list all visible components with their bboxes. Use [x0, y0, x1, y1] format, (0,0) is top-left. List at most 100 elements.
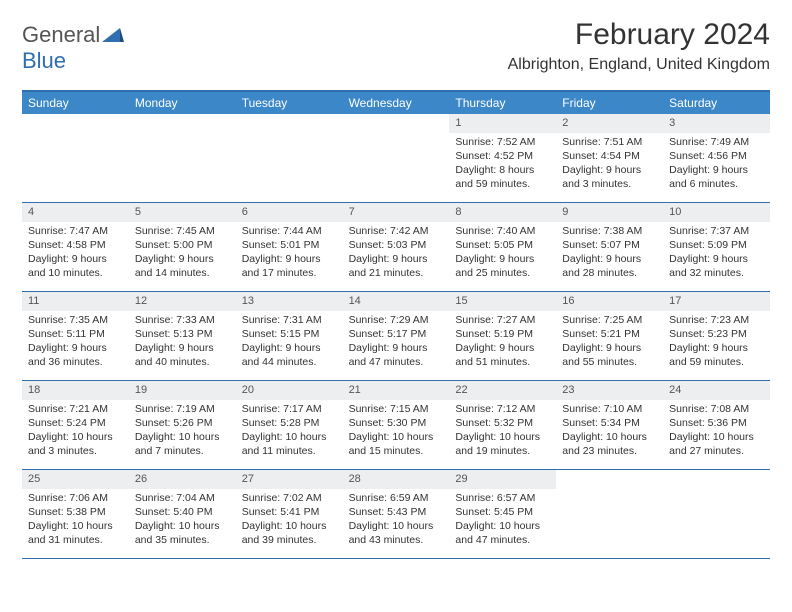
- day-line-dl1: Daylight: 9 hours: [349, 252, 444, 266]
- month-title: February 2024: [508, 18, 770, 52]
- day-body: Sunrise: 7:21 AMSunset: 5:24 PMDaylight:…: [22, 402, 129, 463]
- day-line-ss: Sunset: 5:23 PM: [669, 327, 764, 341]
- day-line-ss: Sunset: 5:36 PM: [669, 416, 764, 430]
- day-cell: .: [663, 470, 770, 558]
- day-number: 21: [343, 381, 450, 400]
- day-line-sr: Sunrise: 7:02 AM: [242, 491, 337, 505]
- day-number: 6: [236, 203, 343, 222]
- day-line-ss: Sunset: 4:56 PM: [669, 149, 764, 163]
- day-line-ss: Sunset: 5:32 PM: [455, 416, 550, 430]
- weekday-header: Saturday: [663, 92, 770, 114]
- day-line-sr: Sunrise: 7:29 AM: [349, 313, 444, 327]
- day-cell: .: [343, 114, 450, 202]
- day-body: Sunrise: 7:25 AMSunset: 5:21 PMDaylight:…: [556, 313, 663, 374]
- day-line-dl2: and 59 minutes.: [455, 177, 550, 191]
- day-line-dl2: and 36 minutes.: [28, 355, 123, 369]
- day-body: Sunrise: 7:10 AMSunset: 5:34 PMDaylight:…: [556, 402, 663, 463]
- day-line-dl1: Daylight: 10 hours: [135, 519, 230, 533]
- day-line-dl2: and 47 minutes.: [455, 533, 550, 547]
- day-line-sr: Sunrise: 6:59 AM: [349, 491, 444, 505]
- day-body: Sunrise: 7:44 AMSunset: 5:01 PMDaylight:…: [236, 224, 343, 285]
- day-cell: 16Sunrise: 7:25 AMSunset: 5:21 PMDayligh…: [556, 292, 663, 380]
- day-cell: 4Sunrise: 7:47 AMSunset: 4:58 PMDaylight…: [22, 203, 129, 291]
- day-cell: 26Sunrise: 7:04 AMSunset: 5:40 PMDayligh…: [129, 470, 236, 558]
- day-number: 3: [663, 114, 770, 133]
- day-line-dl1: Daylight: 9 hours: [562, 163, 657, 177]
- day-line-dl2: and 59 minutes.: [669, 355, 764, 369]
- day-cell: 8Sunrise: 7:40 AMSunset: 5:05 PMDaylight…: [449, 203, 556, 291]
- day-line-sr: Sunrise: 7:23 AM: [669, 313, 764, 327]
- week-row: 4Sunrise: 7:47 AMSunset: 4:58 PMDaylight…: [22, 203, 770, 292]
- day-line-dl2: and 6 minutes.: [669, 177, 764, 191]
- day-cell: 28 Sunrise: 6:59 AMSunset: 5:43 PMDayligh…: [343, 470, 450, 558]
- day-line-dl1: Daylight: 9 hours: [669, 163, 764, 177]
- day-number: 28: [343, 470, 450, 489]
- day-line-dl1: Daylight: 9 hours: [135, 252, 230, 266]
- weekday-header: Tuesday: [236, 92, 343, 114]
- day-line-sr: Sunrise: 7:04 AM: [135, 491, 230, 505]
- day-number: 12: [129, 292, 236, 311]
- day-number: 24: [663, 381, 770, 400]
- day-number: 22: [449, 381, 556, 400]
- day-line-dl2: and 51 minutes.: [455, 355, 550, 369]
- day-number: 8: [449, 203, 556, 222]
- day-number: 17: [663, 292, 770, 311]
- day-cell: 17Sunrise: 7:23 AMSunset: 5:23 PMDayligh…: [663, 292, 770, 380]
- day-line-dl1: Daylight: 9 hours: [562, 252, 657, 266]
- day-line-dl2: and 39 minutes.: [242, 533, 337, 547]
- day-number: 20: [236, 381, 343, 400]
- day-line-sr: Sunrise: 7:33 AM: [135, 313, 230, 327]
- day-number: 23: [556, 381, 663, 400]
- day-line-dl2: and 15 minutes.: [349, 444, 444, 458]
- day-body: Sunrise: 6:59 AMSunset: 5:43 PMDaylight:…: [343, 491, 450, 552]
- day-cell: 1Sunrise: 7:52 AMSunset: 4:52 PMDaylight…: [449, 114, 556, 202]
- brand-part2: Blue: [22, 48, 66, 73]
- weekday-header-row: SundayMondayTuesdayWednesdayThursdayFrid…: [22, 92, 770, 114]
- day-line-dl1: Daylight: 10 hours: [349, 430, 444, 444]
- day-cell: 12Sunrise: 7:33 AMSunset: 5:13 PMDayligh…: [129, 292, 236, 380]
- day-line-ss: Sunset: 5:21 PM: [562, 327, 657, 341]
- weekday-header: Wednesday: [343, 92, 450, 114]
- day-line-ss: Sunset: 5:05 PM: [455, 238, 550, 252]
- day-line-dl2: and 17 minutes.: [242, 266, 337, 280]
- day-line-sr: Sunrise: 7:40 AM: [455, 224, 550, 238]
- day-number: 2: [556, 114, 663, 133]
- day-body: Sunrise: 7:27 AMSunset: 5:19 PMDaylight:…: [449, 313, 556, 374]
- day-number: 5: [129, 203, 236, 222]
- day-body: Sunrise: 7:42 AMSunset: 5:03 PMDaylight:…: [343, 224, 450, 285]
- day-cell: 11Sunrise: 7:35 AMSunset: 5:11 PMDayligh…: [22, 292, 129, 380]
- day-line-dl1: Daylight: 9 hours: [455, 341, 550, 355]
- day-line-sr: Sunrise: 7:08 AM: [669, 402, 764, 416]
- day-line-dl1: Daylight: 9 hours: [28, 252, 123, 266]
- day-line-dl2: and 19 minutes.: [455, 444, 550, 458]
- day-number: 10: [663, 203, 770, 222]
- day-cell: .: [236, 114, 343, 202]
- calendar: SundayMondayTuesdayWednesdayThursdayFrid…: [22, 90, 770, 559]
- day-line-sr: Sunrise: 7:27 AM: [455, 313, 550, 327]
- day-body: Sunrise: 7:37 AMSunset: 5:09 PMDaylight:…: [663, 224, 770, 285]
- day-line-dl2: and 35 minutes.: [135, 533, 230, 547]
- day-line-ss: Sunset: 5:01 PM: [242, 238, 337, 252]
- day-line-ss: Sunset: 5:07 PM: [562, 238, 657, 252]
- day-line-sr: Sunrise: 7:49 AM: [669, 135, 764, 149]
- day-line-sr: Sunrise: 7:15 AM: [349, 402, 444, 416]
- day-line-dl2: and 31 minutes.: [28, 533, 123, 547]
- day-line-sr: Sunrise: 7:51 AM: [562, 135, 657, 149]
- day-line-ss: Sunset: 4:54 PM: [562, 149, 657, 163]
- day-body: Sunrise: 7:45 AMSunset: 5:00 PMDaylight:…: [129, 224, 236, 285]
- day-line-ss: Sunset: 5:00 PM: [135, 238, 230, 252]
- day-line-dl1: Daylight: 10 hours: [349, 519, 444, 533]
- weekday-header: Sunday: [22, 92, 129, 114]
- day-number: 9: [556, 203, 663, 222]
- triangle-icon: [102, 22, 124, 48]
- week-row: 11Sunrise: 7:35 AMSunset: 5:11 PMDayligh…: [22, 292, 770, 381]
- day-line-ss: Sunset: 5:40 PM: [135, 505, 230, 519]
- day-cell: 7Sunrise: 7:42 AMSunset: 5:03 PMDaylight…: [343, 203, 450, 291]
- day-cell: 29Sunrise: 6:57 AMSunset: 5:45 PMDayligh…: [449, 470, 556, 558]
- day-line-sr: Sunrise: 7:21 AM: [28, 402, 123, 416]
- day-body: Sunrise: 7:38 AMSunset: 5:07 PMDaylight:…: [556, 224, 663, 285]
- day-cell: 15Sunrise: 7:27 AMSunset: 5:19 PMDayligh…: [449, 292, 556, 380]
- day-line-sr: Sunrise: 7:52 AM: [455, 135, 550, 149]
- day-number: 27: [236, 470, 343, 489]
- day-line-dl1: Daylight: 8 hours: [455, 163, 550, 177]
